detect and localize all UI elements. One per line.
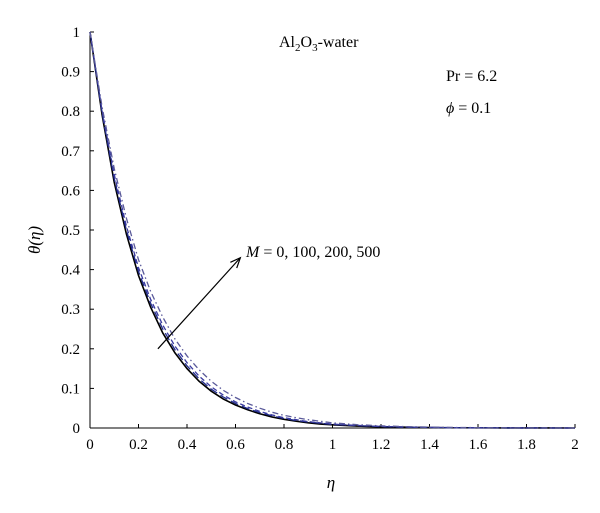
y-tick-label: 0.2 xyxy=(61,342,80,358)
x-tick-label: 0.8 xyxy=(275,437,294,453)
x-tick-label: 2 xyxy=(571,437,579,453)
y-tick-label: 0.6 xyxy=(61,183,80,199)
phi-annotation: ϕ = 0.1 xyxy=(446,100,491,117)
y-tick-label: 0.5 xyxy=(61,223,80,239)
x-axis-ticks: 0 0.2 0.4 0.6 0.8 1 1.2 1.4 1.6 1.8 2 xyxy=(86,424,579,453)
y-tick-label: 1 xyxy=(73,25,81,41)
fluid-annotation: Al2O3-water xyxy=(279,34,359,54)
phi-symbol: ϕ xyxy=(446,100,454,117)
arrow-shaft xyxy=(157,257,241,350)
x-axis-label: η xyxy=(327,473,335,492)
y-tick-label: 0.9 xyxy=(61,65,80,81)
x-tick-label: 1.6 xyxy=(469,437,488,453)
x-tick-label: 0.6 xyxy=(226,437,245,453)
x-tick-label: 1.4 xyxy=(420,437,439,453)
series-line-4 xyxy=(89,31,576,429)
series-lines xyxy=(89,31,576,429)
x-tick-label: 0.2 xyxy=(129,437,148,453)
m-annotation: M = 0, 100, 200, 500 xyxy=(245,244,380,261)
fluid-annotation-sub-2: 2 xyxy=(295,42,301,54)
phi-value: = 0.1 xyxy=(454,100,491,117)
x-tick-label: 1.8 xyxy=(517,437,536,453)
fluid-annotation-tail: -water xyxy=(318,34,360,51)
x-tick-label: 1 xyxy=(329,437,337,453)
y-tick-label: 0.1 xyxy=(61,381,80,397)
parameter-arrow xyxy=(157,256,242,350)
y-tick-label: 0 xyxy=(73,421,81,437)
series-line-1 xyxy=(89,31,576,429)
series-line-3 xyxy=(89,31,576,429)
x-tick-label: 0 xyxy=(86,437,94,453)
fluid-annotation-al: Al xyxy=(279,34,296,51)
x-tick-label: 0.4 xyxy=(178,437,197,453)
y-tick-label: 0.7 xyxy=(61,144,80,160)
arrow-head xyxy=(230,256,242,269)
series-line-2 xyxy=(89,31,576,429)
y-axis-ticks: 0 0.1 0.2 0.3 0.4 0.5 0.6 0.7 0.8 0.9 1 xyxy=(61,25,94,437)
axes xyxy=(89,32,575,429)
y-tick-label: 0.3 xyxy=(61,302,80,318)
y-axis-label: θ(η) xyxy=(25,226,44,254)
m-symbol: M xyxy=(245,244,261,261)
y-tick-label: 0.8 xyxy=(61,104,80,120)
fluid-annotation-o: O xyxy=(301,34,313,51)
m-values: = 0, 100, 200, 500 xyxy=(259,244,380,261)
y-tick-label: 0.4 xyxy=(61,263,80,279)
x-tick-label: 1.2 xyxy=(372,437,391,453)
fluid-annotation-sub-3: 3 xyxy=(312,42,318,54)
pr-annotation: Pr = 6.2 xyxy=(446,68,497,85)
